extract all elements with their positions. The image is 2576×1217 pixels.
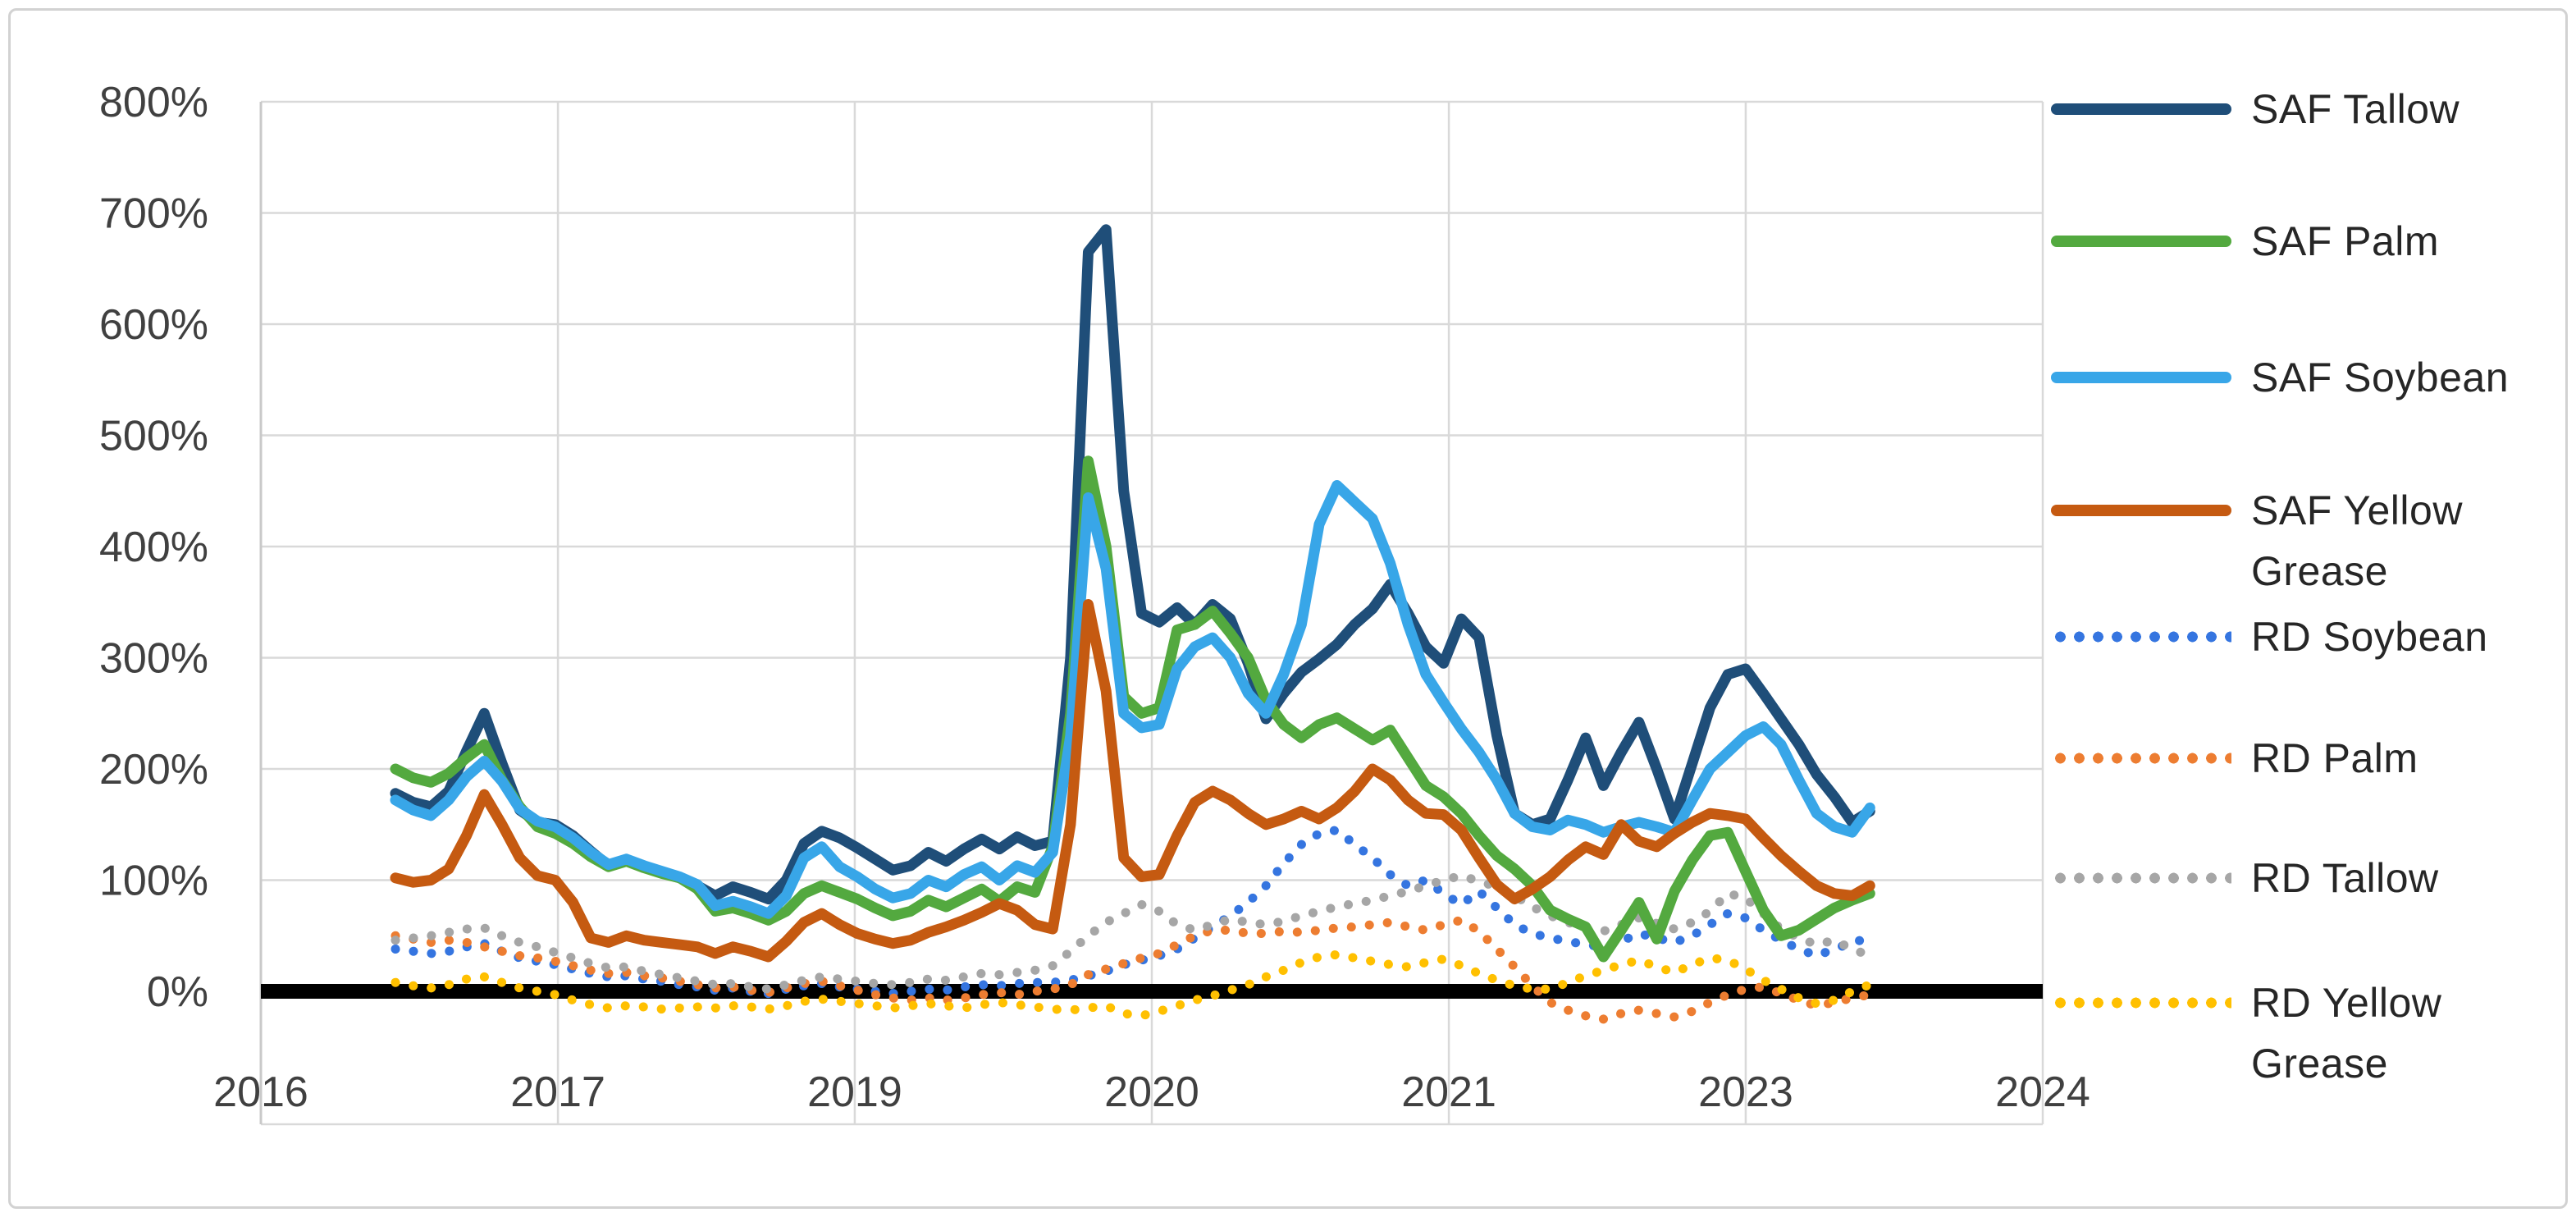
legend-item-saf-palm: SAF Palm <box>2051 211 2560 272</box>
dotted-line-swatch-icon <box>2051 872 2231 884</box>
legend-label: SAF Yellow Grease <box>2251 487 2463 594</box>
y-axis-tick-label: 200% <box>99 746 208 794</box>
chart-legend: SAF Tallow SAF Palm SAF Soybean SAF Yellow … <box>2051 0 2560 1217</box>
y-axis-tick-label: 600% <box>99 301 208 349</box>
y-axis-tick-label: 100% <box>99 858 208 905</box>
chart-border <box>8 8 2568 1209</box>
y-axis-tick-label: 300% <box>99 635 208 683</box>
legend-label: SAF Soybean <box>2251 355 2510 400</box>
solid-line-swatch-icon <box>2051 372 2231 383</box>
solid-line-swatch-icon <box>2051 236 2231 247</box>
legend-item-rd-tallow: RD Tallow <box>2051 848 2560 908</box>
legend-item-saf-tallow: SAF Tallow <box>2051 79 2560 140</box>
legend-label: RD Yellow Grease <box>2251 980 2442 1087</box>
x-axis-tick-label: 2017 <box>510 1068 605 1116</box>
y-axis-tick-label: 700% <box>99 190 208 238</box>
legend-label: RD Soybean <box>2251 614 2488 660</box>
dotted-line-swatch-icon <box>2051 631 2231 643</box>
series-line-saf-tallow <box>390 224 1875 904</box>
x-axis-tick-label: 2019 <box>807 1068 902 1116</box>
x-axis-tick-label: 2023 <box>1698 1068 1793 1116</box>
y-axis-tick-label: 400% <box>99 524 208 571</box>
legend-item-rd-palm: RD Palm <box>2051 728 2560 789</box>
legend-label: RD Tallow <box>2251 855 2439 901</box>
dotted-line-swatch-icon <box>2051 753 2231 764</box>
y-axis-tick-label: 800% <box>99 79 208 126</box>
series-line-rd-yellow-grease <box>391 949 1875 1021</box>
legend-item-rd-yellow-grease: RD Yellow Grease <box>2051 972 2560 1094</box>
series-line-rd-palm <box>391 915 1875 1024</box>
y-axis-tick-label: 500% <box>99 413 208 460</box>
solid-line-swatch-icon <box>2051 505 2231 516</box>
solid-line-swatch-icon <box>2051 103 2231 115</box>
x-axis-tick-label: 2024 <box>1995 1068 2090 1116</box>
series-line-saf-yellow-grease <box>390 599 1875 963</box>
legend-item-saf-yellow-grease: SAF Yellow Grease <box>2051 480 2560 602</box>
x-axis-tick-label: 2021 <box>1401 1068 1496 1116</box>
legend-item-rd-soybean: RD Soybean <box>2051 606 2560 667</box>
y-axis-tick-label: 0% <box>147 968 208 1016</box>
legend-label: SAF Palm <box>2251 218 2440 264</box>
legend-label: RD Palm <box>2251 735 2418 781</box>
x-axis-tick-label: 2020 <box>1104 1068 1199 1116</box>
legend-item-saf-soybean: SAF Soybean <box>2051 347 2560 408</box>
dotted-line-swatch-icon <box>2051 997 2231 1009</box>
legend-label: SAF Tallow <box>2251 86 2460 132</box>
